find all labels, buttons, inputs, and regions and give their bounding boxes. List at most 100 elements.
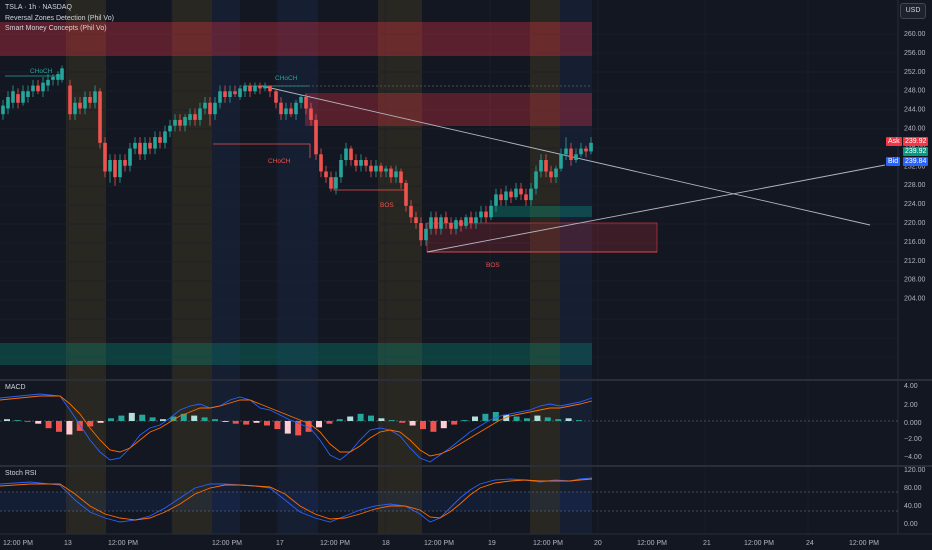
candle	[424, 223, 428, 246]
candle	[36, 79, 40, 95]
macd-bar	[492, 412, 499, 421]
supply-zone-top	[0, 22, 592, 56]
candle	[173, 114, 177, 132]
candle	[26, 85, 30, 103]
macd-bar	[56, 421, 62, 432]
macd-bar	[347, 416, 354, 421]
macd-tick: 0.000	[904, 420, 922, 427]
candle	[98, 88, 102, 149]
candle	[208, 97, 212, 126]
candle	[138, 137, 142, 161]
macd-bar	[274, 421, 281, 430]
bid-value: 239.84	[903, 157, 929, 166]
time-axis[interactable]: 12:00 PM 13 12:00 PM 12:00 PM 17 12:00 PM 18 12…	[3, 540, 879, 547]
time-tick: 19	[488, 540, 496, 547]
candle	[83, 91, 87, 115]
macd-bar	[544, 417, 551, 421]
price-tick: 220.00	[904, 220, 926, 227]
macd-bar	[222, 421, 229, 422]
candle	[118, 154, 122, 183]
candle	[223, 85, 227, 103]
candle	[248, 82, 252, 98]
candle	[51, 74, 55, 86]
indicator-smart-money[interactable]: Smart Money Concepts (Phil Vo)	[5, 25, 107, 32]
candle	[439, 214, 443, 235]
stoch-title[interactable]: Stoch RSI	[5, 470, 37, 477]
macd-bar	[513, 416, 520, 421]
macd-bar	[305, 421, 312, 432]
macd-bar	[357, 413, 364, 421]
macd-bar	[472, 416, 478, 421]
time-tick: 12:00 PM	[637, 540, 667, 547]
candle	[143, 137, 147, 161]
trendline-ascending[interactable]	[426, 164, 886, 253]
price-tick: 252.00	[904, 69, 926, 76]
candle	[334, 171, 338, 195]
time-tick: 24	[806, 540, 814, 547]
currency-button[interactable]: USD	[900, 3, 926, 19]
candle	[564, 137, 568, 161]
order-block-box	[426, 222, 658, 253]
ask-value: 239.92	[903, 137, 929, 146]
macd-bar	[180, 413, 187, 421]
macd-bar	[264, 421, 270, 426]
candle	[474, 211, 478, 229]
macd-bar	[35, 421, 42, 424]
macd-bar	[76, 421, 83, 431]
macd-bar	[336, 419, 343, 421]
macd-bar	[430, 421, 437, 432]
time-tick: 21	[703, 540, 711, 547]
candle	[113, 154, 117, 186]
candle	[529, 182, 533, 206]
session-stripe	[66, 0, 106, 534]
candle	[559, 148, 563, 172]
macd-bar	[87, 421, 94, 427]
candle	[289, 102, 293, 118]
candle	[369, 160, 373, 178]
macd-bar	[4, 419, 10, 421]
macd-bar	[534, 415, 541, 421]
macd-bar	[108, 418, 114, 421]
candle	[384, 165, 388, 178]
candle	[263, 82, 267, 92]
candle	[158, 131, 162, 149]
macd-title[interactable]: MACD	[5, 384, 26, 391]
macd-bar	[97, 421, 104, 423]
grid-lines	[0, 0, 898, 534]
session-stripe	[240, 0, 278, 534]
macd-scale[interactable]: 4.00 2.00 0.000 −2.00 −4.00	[904, 383, 922, 461]
demand-zone-low	[0, 343, 592, 365]
candle	[268, 85, 272, 98]
session-stripe	[560, 0, 592, 534]
candle	[349, 145, 353, 166]
candle	[299, 94, 303, 109]
session-stripe	[172, 0, 212, 534]
price-tick: 216.00	[904, 239, 926, 246]
indicator-reversal-zones[interactable]: Reversal Zones Detection (Phil Vo)	[5, 15, 114, 22]
candle	[459, 217, 463, 232]
candle	[11, 85, 15, 109]
macd-signal-line	[0, 395, 593, 457]
candle	[163, 125, 167, 149]
price-tick: 240.00	[904, 126, 926, 133]
symbol-title[interactable]: TSLA · 1h · NASDAQ	[5, 4, 72, 11]
price-scale[interactable]: 260.00256.00252.00248.00244.00240.00236.…	[904, 31, 926, 303]
candle	[16, 88, 20, 109]
candle	[178, 114, 182, 132]
time-tick: 12:00 PM	[849, 540, 879, 547]
macd-line	[0, 393, 593, 463]
stoch-scale[interactable]: 120.00 80.00 40.00 0.00	[904, 467, 926, 528]
candle	[509, 188, 513, 203]
candle	[534, 165, 538, 195]
candle	[304, 94, 308, 115]
candle	[319, 148, 323, 178]
stoch-band	[0, 492, 592, 511]
session-stripe	[318, 0, 378, 534]
candle	[309, 102, 313, 126]
price-tick: 224.00	[904, 201, 926, 208]
macd-bar	[399, 421, 406, 423]
macd-bar	[170, 416, 177, 421]
candle	[339, 154, 343, 183]
candle	[519, 182, 523, 201]
